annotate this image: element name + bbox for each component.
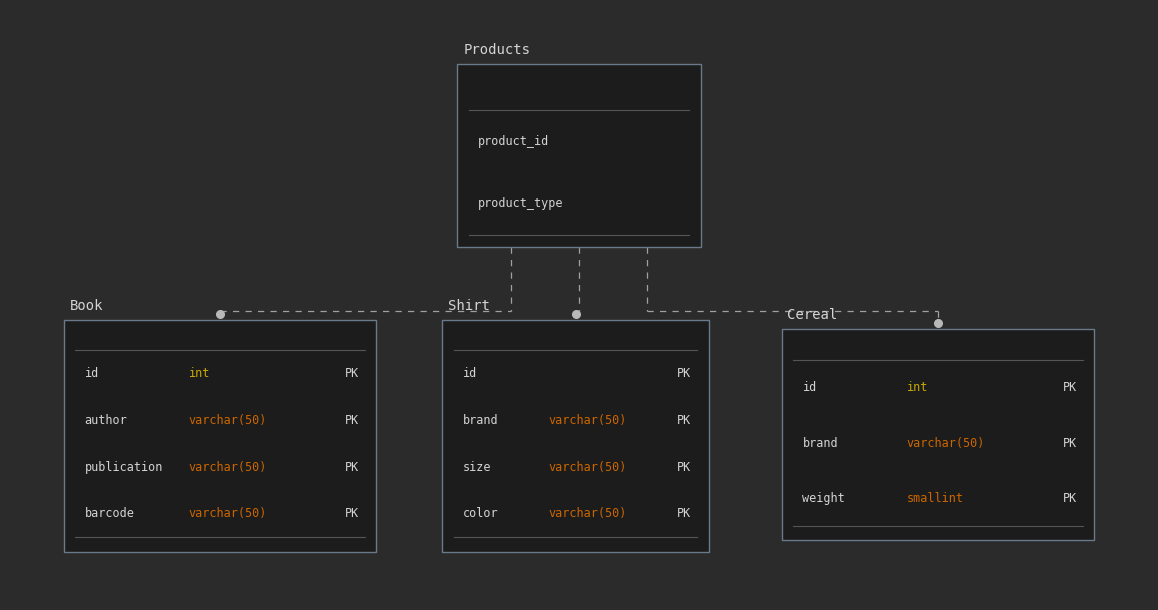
Text: varchar(50): varchar(50) bbox=[549, 461, 628, 473]
FancyBboxPatch shape bbox=[782, 329, 1094, 540]
Text: smallint: smallint bbox=[907, 492, 963, 505]
Text: brand: brand bbox=[463, 414, 499, 427]
Text: varchar(50): varchar(50) bbox=[189, 461, 267, 473]
Text: color: color bbox=[463, 507, 499, 520]
Text: PK: PK bbox=[1063, 437, 1077, 450]
Text: product_type: product_type bbox=[478, 197, 564, 210]
Text: PK: PK bbox=[677, 414, 691, 427]
Text: barcode: barcode bbox=[85, 507, 134, 520]
FancyBboxPatch shape bbox=[457, 64, 701, 247]
Text: varchar(50): varchar(50) bbox=[549, 507, 628, 520]
Text: varchar(50): varchar(50) bbox=[907, 437, 985, 450]
FancyBboxPatch shape bbox=[442, 320, 709, 552]
Text: Cereal: Cereal bbox=[787, 308, 837, 322]
Text: PK: PK bbox=[345, 367, 359, 380]
Text: varchar(50): varchar(50) bbox=[189, 414, 267, 427]
Text: PK: PK bbox=[677, 367, 691, 380]
Text: PK: PK bbox=[677, 461, 691, 473]
Text: id: id bbox=[802, 381, 816, 394]
Text: Book: Book bbox=[69, 299, 103, 313]
Text: PK: PK bbox=[1063, 381, 1077, 394]
Text: weight: weight bbox=[802, 492, 845, 505]
Text: varchar(50): varchar(50) bbox=[549, 414, 628, 427]
Text: size: size bbox=[463, 461, 492, 473]
Text: PK: PK bbox=[345, 507, 359, 520]
Text: int: int bbox=[189, 367, 210, 380]
Text: varchar(50): varchar(50) bbox=[189, 507, 267, 520]
Text: id: id bbox=[463, 367, 477, 380]
Text: brand: brand bbox=[802, 437, 838, 450]
Text: PK: PK bbox=[677, 507, 691, 520]
Text: PK: PK bbox=[345, 461, 359, 473]
FancyBboxPatch shape bbox=[64, 320, 376, 552]
Text: product_id: product_id bbox=[478, 135, 550, 148]
Text: int: int bbox=[907, 381, 928, 394]
Text: author: author bbox=[85, 414, 127, 427]
Text: Shirt: Shirt bbox=[448, 299, 490, 313]
Text: PK: PK bbox=[1063, 492, 1077, 505]
Text: Products: Products bbox=[463, 43, 530, 57]
Text: publication: publication bbox=[85, 461, 163, 473]
Text: id: id bbox=[85, 367, 98, 380]
Text: PK: PK bbox=[345, 414, 359, 427]
